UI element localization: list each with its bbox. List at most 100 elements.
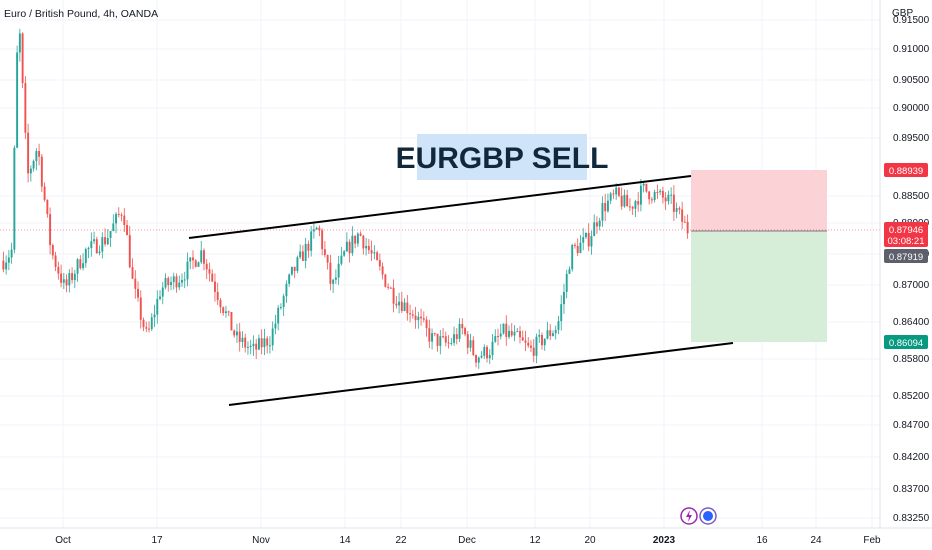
x-tick-label: 14 bbox=[339, 535, 351, 546]
candle-body bbox=[7, 257, 10, 263]
candle-body bbox=[442, 336, 445, 338]
candle-body bbox=[584, 232, 587, 238]
candle-body bbox=[233, 330, 236, 336]
x-tick-label: Oct bbox=[55, 535, 71, 546]
candle-body bbox=[268, 345, 271, 347]
candle-body bbox=[203, 250, 205, 264]
candle-body bbox=[444, 336, 447, 343]
candle-body bbox=[18, 33, 21, 53]
candle-body bbox=[590, 236, 593, 247]
candle-body bbox=[573, 244, 576, 246]
candle-body bbox=[167, 278, 170, 286]
currency-label: GBP bbox=[892, 8, 913, 19]
candle-body bbox=[178, 282, 181, 288]
chart-grid bbox=[0, 0, 880, 528]
candle-body bbox=[464, 328, 466, 335]
candle-body bbox=[76, 259, 79, 274]
x-tick-label: 24 bbox=[810, 535, 822, 546]
x-tick-label: Feb bbox=[863, 535, 881, 546]
x-tick-label: 16 bbox=[756, 535, 768, 546]
candle-body bbox=[502, 323, 505, 334]
candle-body bbox=[334, 277, 337, 280]
candle-body bbox=[576, 245, 579, 254]
candle-body bbox=[161, 287, 164, 297]
candle-body bbox=[354, 235, 357, 244]
candle-body bbox=[2, 260, 5, 270]
candle-body bbox=[120, 214, 123, 216]
candle-body bbox=[433, 333, 436, 335]
candle-body bbox=[227, 311, 230, 313]
candle-body bbox=[637, 201, 640, 205]
candle-body bbox=[367, 245, 370, 251]
candle-body bbox=[148, 328, 150, 330]
candle-body bbox=[403, 302, 406, 311]
y-tick-label: 0.85200 bbox=[893, 391, 930, 402]
candle-body bbox=[95, 239, 98, 254]
candle-body bbox=[51, 245, 54, 256]
candle-body bbox=[65, 279, 68, 286]
stop-loss-zone[interactable] bbox=[691, 170, 827, 231]
x-tick-label: 20 bbox=[584, 535, 596, 546]
time-axis[interactable]: Oct 17 Nov 14 22 Dec 12 20 2023 16 24 Feb bbox=[0, 527, 932, 550]
candle-body bbox=[252, 343, 255, 347]
candle-body bbox=[312, 229, 315, 232]
candle-body bbox=[164, 278, 167, 288]
candle-body bbox=[398, 301, 401, 306]
take-profit-zone[interactable] bbox=[691, 231, 827, 342]
candle-body bbox=[428, 328, 431, 342]
candle-body bbox=[648, 191, 651, 200]
candle-body bbox=[557, 321, 560, 330]
candle-body bbox=[279, 307, 282, 309]
candle-body bbox=[494, 336, 497, 342]
candle-body bbox=[13, 147, 16, 250]
candle-body bbox=[112, 223, 115, 232]
candle-body bbox=[10, 249, 13, 258]
candle-body bbox=[40, 156, 43, 187]
channel-upper-line[interactable] bbox=[188, 175, 692, 239]
candle-body bbox=[491, 341, 494, 356]
y-tick-label: 0.84200 bbox=[893, 452, 930, 463]
prev-close-tag: 0.87919 bbox=[884, 249, 928, 263]
candle-body bbox=[659, 190, 662, 193]
candle-body bbox=[101, 237, 104, 252]
candle-body bbox=[378, 260, 381, 267]
candle-body bbox=[32, 160, 35, 169]
y-tick-label: 0.83700 bbox=[893, 484, 930, 495]
candle-body bbox=[650, 199, 653, 201]
candle-body bbox=[60, 273, 63, 283]
svg-text:0.86094: 0.86094 bbox=[889, 338, 923, 349]
candle-body bbox=[153, 314, 156, 318]
candle-body bbox=[516, 331, 519, 333]
symbol-title[interactable]: Euro / British Pound, 4h, OANDA bbox=[4, 8, 158, 20]
x-tick-label: Nov bbox=[252, 535, 270, 546]
candle-body bbox=[387, 286, 390, 288]
channel-lower-line[interactable] bbox=[228, 342, 734, 406]
y-tick-label: 0.86400 bbox=[893, 317, 930, 328]
candle-body bbox=[486, 346, 488, 359]
candle-body bbox=[535, 336, 538, 356]
candle-body bbox=[216, 291, 219, 301]
candle-body bbox=[54, 255, 57, 267]
y-tick-label: 0.88500 bbox=[893, 191, 930, 202]
annotation-banner[interactable]: EURGBP SELL bbox=[396, 134, 609, 180]
candle-body bbox=[400, 301, 403, 311]
candle-body bbox=[568, 269, 571, 274]
globe-icon[interactable] bbox=[699, 507, 717, 525]
candle-body bbox=[71, 273, 74, 281]
candlestick-series bbox=[2, 28, 689, 369]
candle-body bbox=[249, 346, 252, 348]
candle-body bbox=[365, 245, 368, 249]
candle-body bbox=[175, 276, 178, 288]
candle-body bbox=[450, 342, 453, 344]
candle-body bbox=[458, 323, 461, 339]
candle-body bbox=[238, 331, 241, 343]
candle-body bbox=[128, 235, 131, 268]
candle-body bbox=[664, 197, 667, 202]
candle-body bbox=[508, 330, 510, 337]
candle-body bbox=[604, 203, 607, 212]
candle-body bbox=[384, 274, 387, 287]
price-axis[interactable]: GBP 0.83250 0.83700 0.84200 0.84700 0.85200 0… bbox=[879, 0, 932, 528]
x-tick-label: 22 bbox=[395, 535, 407, 546]
lightning-icon[interactable] bbox=[680, 507, 698, 525]
